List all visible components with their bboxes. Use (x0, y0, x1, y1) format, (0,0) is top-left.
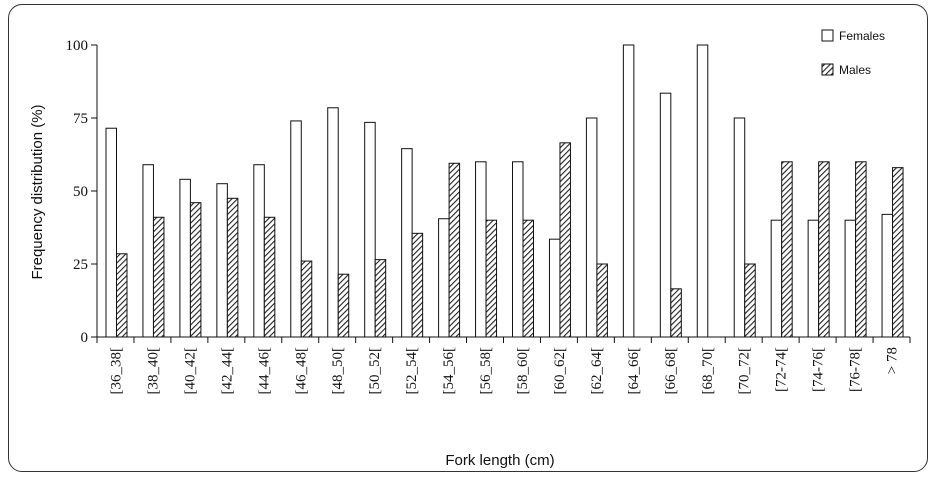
bar-females (438, 218, 450, 338)
bar-females (807, 219, 820, 338)
bar-females (770, 219, 783, 338)
bar-males (522, 219, 534, 338)
bar-females (696, 44, 709, 338)
x-tick-label: [74-76[ (811, 347, 827, 392)
bar-males (596, 263, 608, 338)
bar-males (189, 202, 202, 338)
bar-females (548, 238, 561, 338)
y-tick-label: 75 (73, 111, 88, 127)
x-tick-label: [60_62[ (552, 347, 568, 395)
bar-males (374, 259, 387, 338)
bar-females (659, 92, 672, 338)
x-tick-label: [42_44[ (219, 347, 235, 395)
x-tick-label: [54_56[ (441, 347, 457, 395)
bar-females (844, 219, 857, 338)
bar-males (559, 142, 571, 338)
x-tick-label: [56_58[ (478, 347, 494, 395)
x-tick-label: [52_54[ (404, 347, 420, 395)
bar-males (337, 273, 350, 338)
bar-females (290, 120, 302, 338)
bar-males (300, 260, 313, 338)
bar-males (226, 197, 239, 338)
bar-females (881, 213, 894, 338)
legend-swatch-females (821, 29, 834, 42)
bar-males (818, 161, 830, 338)
x-tick-label: [58_60[ (515, 347, 531, 395)
y-axis-title: Frequency distribution (%) (29, 104, 46, 279)
bar-males (670, 288, 682, 338)
bar-males (892, 167, 904, 338)
bar-females (179, 178, 191, 338)
bar-females (216, 183, 228, 338)
x-tick-label: [76-78[ (848, 347, 864, 392)
y-tick-label: 50 (73, 184, 88, 200)
x-tick-label: [62_64[ (589, 347, 605, 395)
legend-label-females: Females (839, 29, 885, 43)
bar-females (733, 117, 746, 338)
bar-females (585, 117, 598, 338)
x-tick-label: [44_46[ (256, 347, 272, 395)
bar-females (327, 107, 339, 338)
x-tick-label: [50_52[ (367, 347, 383, 395)
bar-males (116, 253, 128, 338)
x-tick-label: [70_72[ (737, 347, 753, 395)
bar-females (142, 164, 154, 338)
bar-males (485, 219, 498, 338)
x-tick-label: [48_50[ (330, 347, 346, 395)
bar-females (105, 127, 117, 338)
bar-males (152, 216, 165, 338)
bar-males (411, 232, 424, 338)
x-axis-title: Fork length (cm) (445, 452, 554, 469)
bar-males (744, 263, 756, 338)
y-tick-label: 100 (66, 38, 89, 54)
bar-females (364, 121, 376, 338)
x-tick-label: [46_48[ (293, 347, 309, 395)
bar-females (253, 164, 265, 338)
x-tick-label: > 78 (885, 347, 901, 374)
bar-females (475, 161, 487, 338)
y-tick-label: 25 (73, 257, 88, 273)
x-tick-label: [40_42[ (182, 347, 198, 395)
bar-males (448, 162, 461, 338)
y-tick-label: 0 (81, 330, 89, 346)
bar-males (263, 216, 276, 338)
x-tick-label: [68_70[ (700, 347, 716, 395)
x-tick-label: [36_38[ (108, 347, 124, 395)
legend: Females Males (821, 29, 885, 77)
legend-swatch-males (821, 63, 834, 76)
x-tick-label: [72-74[ (774, 347, 790, 392)
bar-females (512, 161, 524, 338)
bar-females (401, 148, 413, 338)
bar-males (855, 161, 867, 338)
x-tick-label: [64_66[ (626, 347, 642, 395)
legend-label-males: Males (839, 63, 871, 77)
x-tick-label: [38_40[ (145, 347, 161, 395)
bar-females (622, 44, 635, 338)
x-tick-label: [66_68[ (663, 347, 679, 395)
bar-males (781, 161, 793, 338)
